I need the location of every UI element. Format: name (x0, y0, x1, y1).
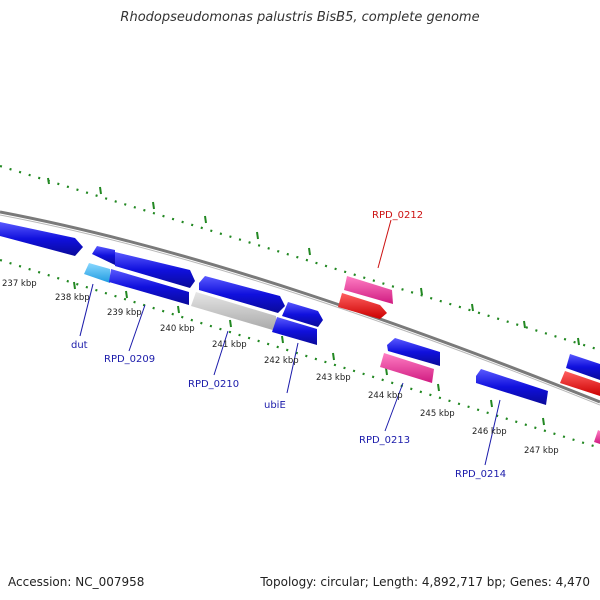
outer-major-ticks (47, 177, 580, 346)
genome-backbone (0, 210, 600, 404)
gene-label-rpd0212[interactable]: RPD_0212 (372, 210, 423, 221)
gene-label-rpd0213[interactable]: RPD_0213 (359, 435, 410, 446)
gene-label-rpd0209[interactable]: RPD_0209 (104, 354, 155, 365)
inner-tick-track (0, 258, 600, 450)
tick-label: 238 kbp (55, 293, 90, 303)
accession-label: Accession: NC_007958 (8, 575, 145, 589)
inner-major-ticks (73, 281, 545, 426)
tick-label: 244 kbp (368, 391, 403, 401)
gene-arrow-rpd0212b[interactable] (338, 293, 387, 319)
gene-arrow-ubie[interactable] (272, 317, 317, 345)
gene-arrow[interactable] (0, 222, 83, 256)
tick-label: 243 kbp (316, 373, 351, 383)
tick-label: 237 kbp (2, 279, 37, 289)
callout-lines (79, 283, 501, 466)
gene-label-rpd0210[interactable]: RPD_0210 (188, 379, 239, 390)
tick-label: 241 kbp (212, 340, 247, 350)
tick-label: 242 kbp (264, 356, 299, 366)
callout-line-rpd0212 (377, 219, 392, 269)
gene-label-rpd0214[interactable]: RPD_0214 (455, 469, 506, 480)
tick-label: 246 kbp (472, 427, 507, 437)
outer-tick-track (0, 164, 600, 352)
gene-arrow-rpd0210[interactable] (191, 292, 276, 331)
gene-arrow-rpd0209[interactable] (109, 269, 189, 305)
gene-arrow[interactable] (560, 371, 600, 396)
genome-summary: Topology: circular; Length: 4,892,717 bp… (260, 575, 590, 589)
gene-arrow[interactable] (594, 430, 600, 444)
tick-label: 239 kbp (107, 308, 142, 318)
gene-arrow-rpd0214[interactable] (476, 369, 548, 405)
tick-label: 245 kbp (420, 409, 455, 419)
gene-arrow-rpd0212[interactable] (344, 276, 393, 304)
gene-arrow-dut[interactable] (84, 263, 110, 283)
gene-arrow[interactable] (387, 338, 440, 366)
gene-arrow[interactable] (199, 276, 285, 313)
gene-arrow[interactable] (282, 302, 323, 327)
gene-label-dut[interactable]: dut (71, 340, 88, 351)
gene-arrow[interactable] (566, 354, 600, 380)
gene-arrow[interactable] (92, 246, 115, 265)
gene-label-ubie[interactable]: ubiE (264, 400, 286, 411)
gene-arrow-rpd0213[interactable] (380, 353, 434, 383)
tick-label: 247 kbp (524, 446, 559, 456)
gene-arrow[interactable] (115, 252, 195, 288)
tick-label: 240 kbp (160, 324, 195, 334)
page-title: Rhodopseudomonas palustris BisB5, comple… (120, 10, 480, 25)
